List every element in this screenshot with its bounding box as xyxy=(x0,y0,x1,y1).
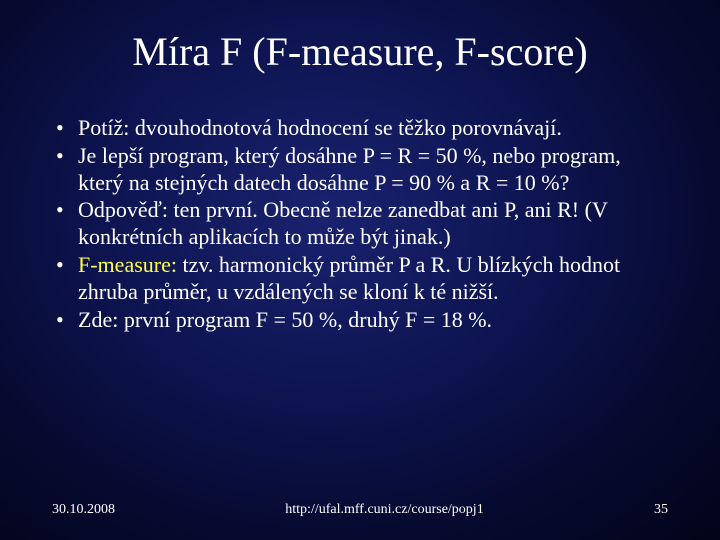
list-item: Zde: první program F = 50 %, druhý F = 1… xyxy=(56,307,670,334)
bullet-text: Zde: první program F = 50 %, druhý F = 1… xyxy=(78,307,492,332)
slide: Míra F (F-measure, F-score) Potíž: dvouh… xyxy=(0,0,720,540)
slide-footer: 30.10.2008 http://ufal.mff.cuni.cz/cours… xyxy=(0,502,720,518)
list-item: Odpověď: ten první. Obecně nelze zanedba… xyxy=(56,197,670,251)
list-item: Je lepší program, který dosáhne P = R = … xyxy=(56,143,670,197)
list-item: Potíž: dvouhodnotová hodnocení se těžko … xyxy=(56,115,670,142)
footer-date: 30.10.2008 xyxy=(52,502,115,518)
footer-url: http://ufal.mff.cuni.cz/course/popj1 xyxy=(115,502,654,518)
footer-page-number: 35 xyxy=(654,502,668,518)
bullet-list: Potíž: dvouhodnotová hodnocení se těžko … xyxy=(50,115,670,334)
bullet-text: Potíž: dvouhodnotová hodnocení se těžko … xyxy=(78,115,562,140)
slide-title: Míra F (F-measure, F-score) xyxy=(50,28,670,75)
bullet-highlight: F-measure: xyxy=(78,252,177,277)
bullet-text: Odpověď: ten první. Obecně nelze zanedba… xyxy=(78,197,607,249)
list-item: F-measure: tzv. harmonický průměr P a R.… xyxy=(56,252,670,306)
bullet-text: Je lepší program, který dosáhne P = R = … xyxy=(78,143,621,195)
